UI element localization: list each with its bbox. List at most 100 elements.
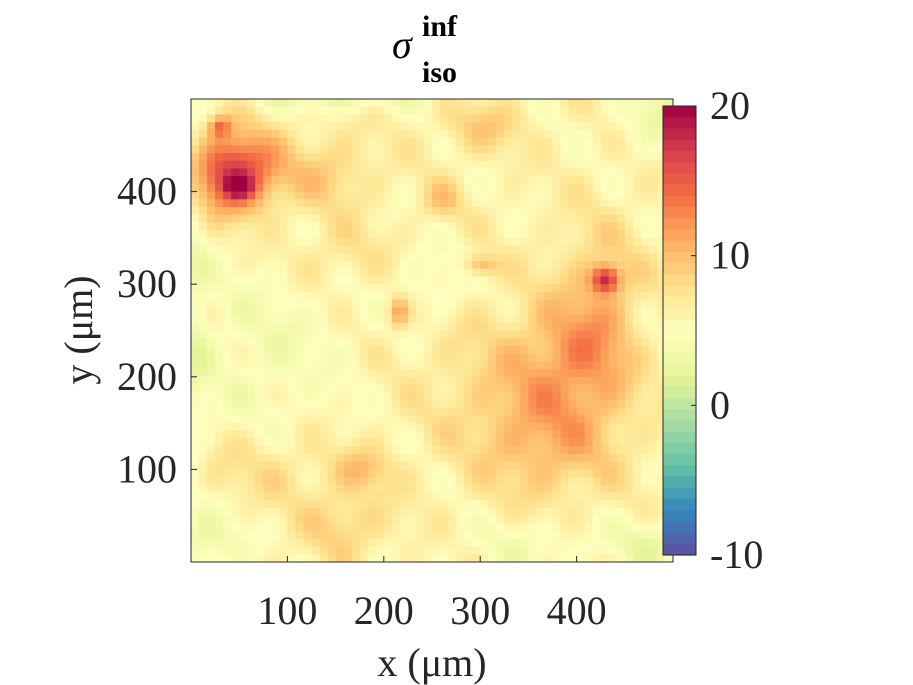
heatmap-cell	[391, 523, 401, 532]
heatmap-cell	[528, 168, 538, 177]
heatmap-cell	[415, 531, 425, 540]
heatmap-cell	[648, 353, 658, 362]
heatmap-cell	[247, 384, 256, 393]
heatmap-cell	[191, 199, 200, 208]
heatmap-cell	[223, 338, 232, 347]
heatmap-cell	[576, 284, 586, 293]
heatmap-cell	[624, 330, 634, 339]
heatmap-cell	[632, 438, 642, 447]
heatmap-cell	[215, 438, 224, 447]
heatmap-cell	[287, 106, 297, 116]
heatmap-cell	[456, 554, 465, 562]
heatmap-cell	[632, 384, 642, 393]
heatmap-cell	[327, 353, 337, 362]
heatmap-cell	[311, 153, 321, 162]
heatmap-cell	[247, 199, 256, 208]
heatmap-cell	[544, 137, 554, 146]
heatmap-cell	[528, 153, 538, 162]
heatmap-cell	[576, 237, 586, 247]
heatmap-cell	[472, 207, 481, 216]
heatmap-cell	[343, 153, 353, 162]
heatmap-cell	[311, 168, 321, 177]
heatmap-cell	[271, 322, 280, 332]
heatmap-cell	[343, 307, 353, 316]
heatmap-cell	[504, 191, 513, 200]
heatmap-cell	[359, 315, 369, 324]
heatmap-cell	[504, 222, 513, 231]
heatmap-cell	[407, 484, 417, 494]
heatmap-cell	[464, 353, 473, 362]
heatmap-cell	[287, 99, 297, 108]
heatmap-cell	[592, 407, 602, 416]
heatmap-cell	[351, 415, 361, 424]
heatmap-cell	[407, 384, 417, 393]
heatmap-cell	[279, 507, 288, 517]
heatmap-cell	[215, 176, 224, 185]
heatmap-cell	[504, 322, 513, 332]
heatmap-cell	[215, 446, 224, 455]
heatmap-cell	[383, 176, 393, 185]
heatmap-cell	[199, 307, 208, 316]
heatmap-cell	[311, 523, 321, 532]
heatmap-cell	[432, 276, 441, 285]
heatmap-cell	[544, 461, 554, 470]
heatmap-cell	[520, 129, 529, 139]
heatmap-cell	[648, 145, 658, 154]
heatmap-cell	[351, 214, 361, 224]
heatmap-cell	[608, 129, 618, 139]
heatmap-cell	[407, 430, 417, 440]
heatmap-cell	[335, 415, 345, 424]
heatmap-cell	[536, 261, 546, 270]
heatmap-cell	[464, 199, 473, 208]
heatmap-cell	[432, 376, 441, 386]
heatmap-cell	[423, 345, 433, 355]
heatmap-cell	[488, 461, 497, 470]
heatmap-cell	[239, 330, 248, 339]
heatmap-cell	[383, 546, 393, 555]
colorbar-swatch	[663, 296, 696, 309]
heatmap-cell	[456, 322, 465, 332]
heatmap-cell	[432, 122, 441, 131]
heatmap-cell	[271, 423, 280, 432]
heatmap-cell	[608, 214, 618, 224]
heatmap-cell	[464, 307, 473, 316]
heatmap-cell	[464, 137, 473, 146]
heatmap-cell	[423, 222, 433, 231]
colorbar-swatch	[663, 532, 696, 545]
heatmap-cell	[472, 423, 481, 432]
heatmap-cell	[407, 338, 417, 347]
heatmap-cell	[199, 446, 208, 455]
heatmap-cell	[263, 531, 272, 540]
heatmap-cell	[335, 176, 345, 185]
heatmap-cell	[247, 492, 256, 501]
heatmap-cell	[263, 523, 272, 532]
heatmap-cell	[568, 299, 578, 308]
heatmap-cell	[608, 183, 618, 193]
heatmap-cell	[544, 176, 554, 185]
heatmap-cell	[456, 137, 465, 146]
heatmap-cell	[223, 322, 232, 332]
heatmap-cell	[271, 438, 280, 447]
heatmap-cell	[512, 453, 521, 463]
heatmap-cell	[311, 361, 321, 370]
heatmap-cell	[375, 345, 385, 355]
heatmap-cell	[327, 106, 337, 116]
heatmap-cell	[303, 407, 313, 416]
heatmap-cell	[319, 129, 329, 139]
heatmap-cell	[456, 114, 465, 123]
heatmap-cell	[504, 384, 513, 393]
heatmap-cell	[335, 106, 345, 116]
heatmap-cell	[327, 284, 337, 293]
heatmap-cell	[448, 407, 457, 416]
heatmap-cell	[616, 99, 626, 108]
heatmap-cell	[456, 338, 465, 347]
heatmap-cell	[440, 106, 449, 116]
heatmap-cell	[440, 315, 449, 324]
heatmap-cell	[624, 315, 634, 324]
heatmap-cell	[456, 261, 465, 270]
heatmap-cell	[391, 399, 401, 409]
heatmap-cell	[247, 191, 256, 200]
heatmap-cell	[399, 453, 409, 463]
heatmap-cell	[319, 176, 329, 185]
heatmap-cell	[648, 176, 658, 185]
